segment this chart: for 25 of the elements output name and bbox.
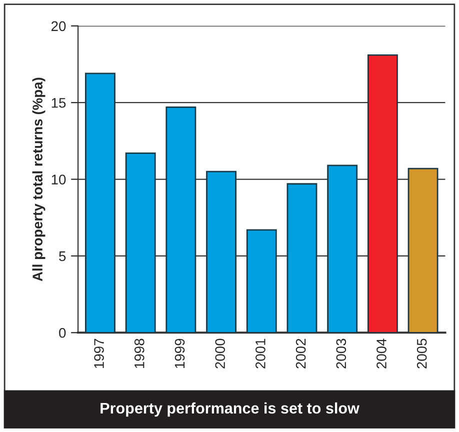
x-tick-label: 2002 bbox=[296, 338, 306, 368]
y-tick-label: 15 bbox=[52, 98, 66, 108]
x-tick-label: 1997 bbox=[94, 338, 104, 368]
x-tick-label: 1999 bbox=[174, 338, 185, 368]
bar bbox=[408, 168, 438, 333]
bar bbox=[286, 183, 318, 333]
y-tick-label: 20 bbox=[51, 21, 66, 32]
bar bbox=[85, 72, 116, 333]
bar bbox=[246, 229, 277, 333]
y-axis-title: All property total returns (%pa) bbox=[32, 78, 46, 282]
x-tick-label: 2004 bbox=[376, 338, 386, 368]
bar bbox=[125, 152, 156, 333]
x-tick-label: 2005 bbox=[416, 338, 427, 368]
y-tick-label: 5 bbox=[59, 251, 66, 262]
bar bbox=[367, 54, 398, 333]
y-tick-label: 10 bbox=[52, 174, 66, 184]
text: Property performance is set to slow bbox=[100, 402, 360, 417]
x-tick-label: 2003 bbox=[336, 338, 346, 368]
bar bbox=[206, 170, 236, 333]
bar bbox=[327, 164, 358, 333]
x-tick-label: 2000 bbox=[215, 338, 226, 368]
bar bbox=[166, 106, 196, 333]
y-tick-label: 0 bbox=[59, 328, 66, 338]
x-tick-label: 2001 bbox=[256, 338, 266, 368]
x-tick-label: 1998 bbox=[134, 338, 144, 368]
